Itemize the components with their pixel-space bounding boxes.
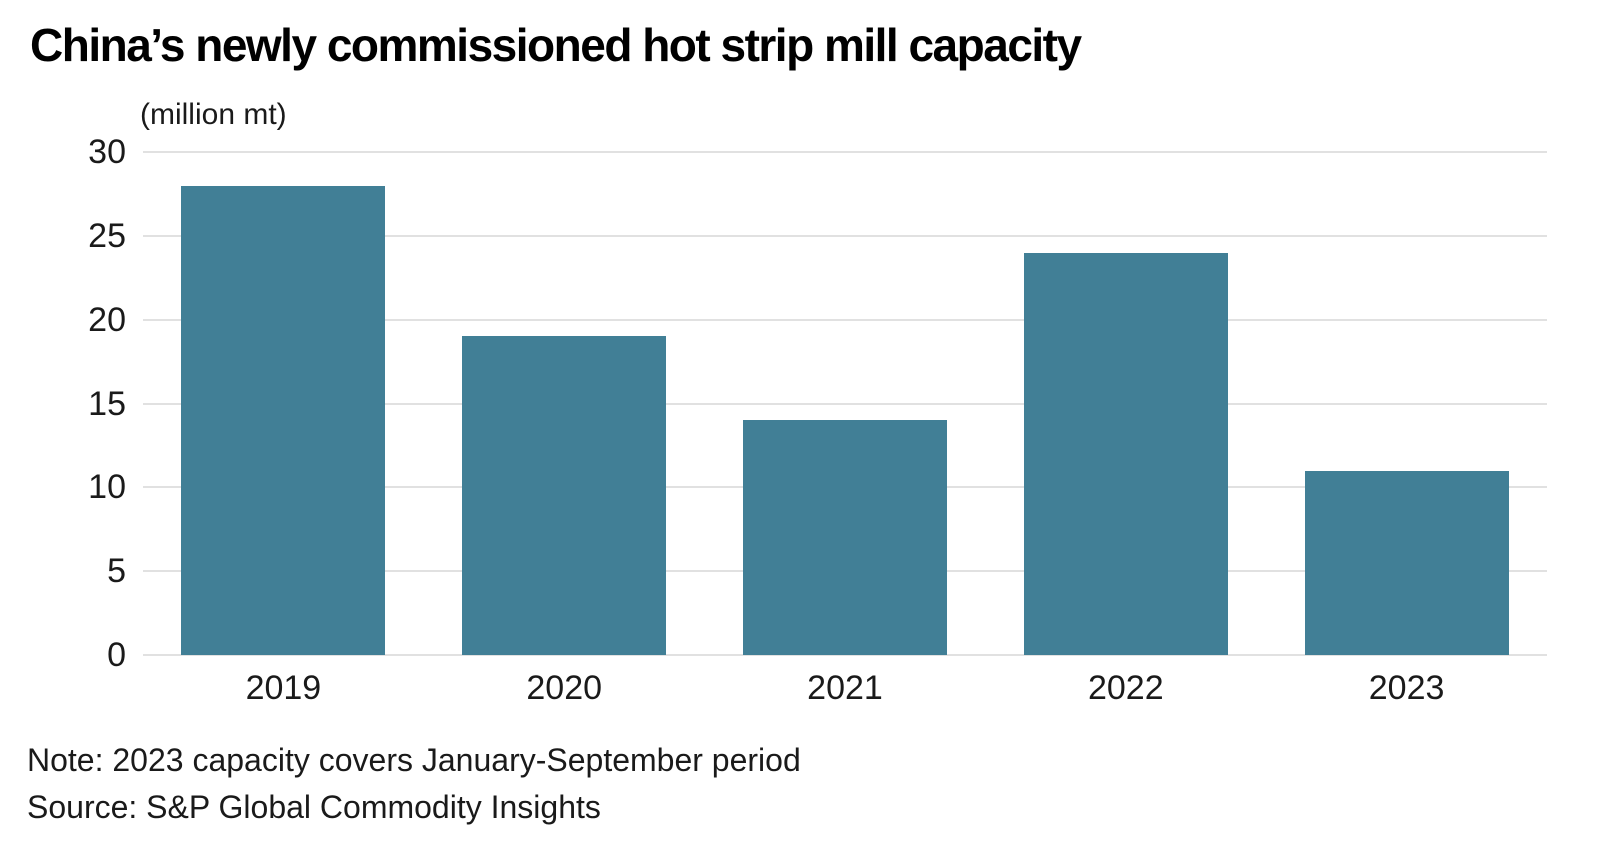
note-text: Note: 2023 capacity covers January-Septe…: [27, 742, 801, 778]
bar-2021: [743, 420, 947, 655]
y-tick-label-0: 0: [107, 636, 126, 674]
bar-2019: [181, 185, 386, 655]
x-tick-label-2020: 2020: [526, 669, 603, 707]
y-tick-label-5: 5: [107, 552, 126, 591]
x-tick-label-2023: 2023: [1368, 669, 1445, 707]
source-text: Source: S&P Global Commodity Insights: [27, 789, 601, 825]
y-axis: 30 25 20 15 10 5 0: [0, 135, 126, 672]
chart-title: China’s newly commissioned hot strip mil…: [30, 19, 1082, 71]
y-tick-label-25: 25: [88, 216, 126, 255]
x-tick-label-2022: 2022: [1087, 669, 1164, 707]
y-tick-label-10: 10: [88, 468, 126, 507]
x-tick-label-2021: 2021: [807, 669, 883, 707]
bar-2020: [462, 336, 667, 655]
bar-2022: [1023, 252, 1228, 655]
x-axis: 2019 2020 2021 2022 2023: [143, 664, 1547, 712]
gridline-y25: [143, 234, 1547, 237]
gridline-y30: [143, 151, 1547, 153]
bar-2023: [1304, 470, 1509, 655]
y-tick-label-30: 30: [88, 133, 126, 171]
gridline-y0: [143, 654, 1547, 656]
gridline-y15: [143, 402, 1547, 405]
y-tick-label-15: 15: [88, 384, 126, 423]
gridline-y20: [143, 318, 1547, 321]
plot-area: [143, 151, 1547, 656]
y-tick-label-20: 20: [88, 300, 126, 339]
y-axis-unit-label: (million mt): [140, 98, 287, 131]
x-tick-label-2019: 2019: [245, 669, 322, 707]
